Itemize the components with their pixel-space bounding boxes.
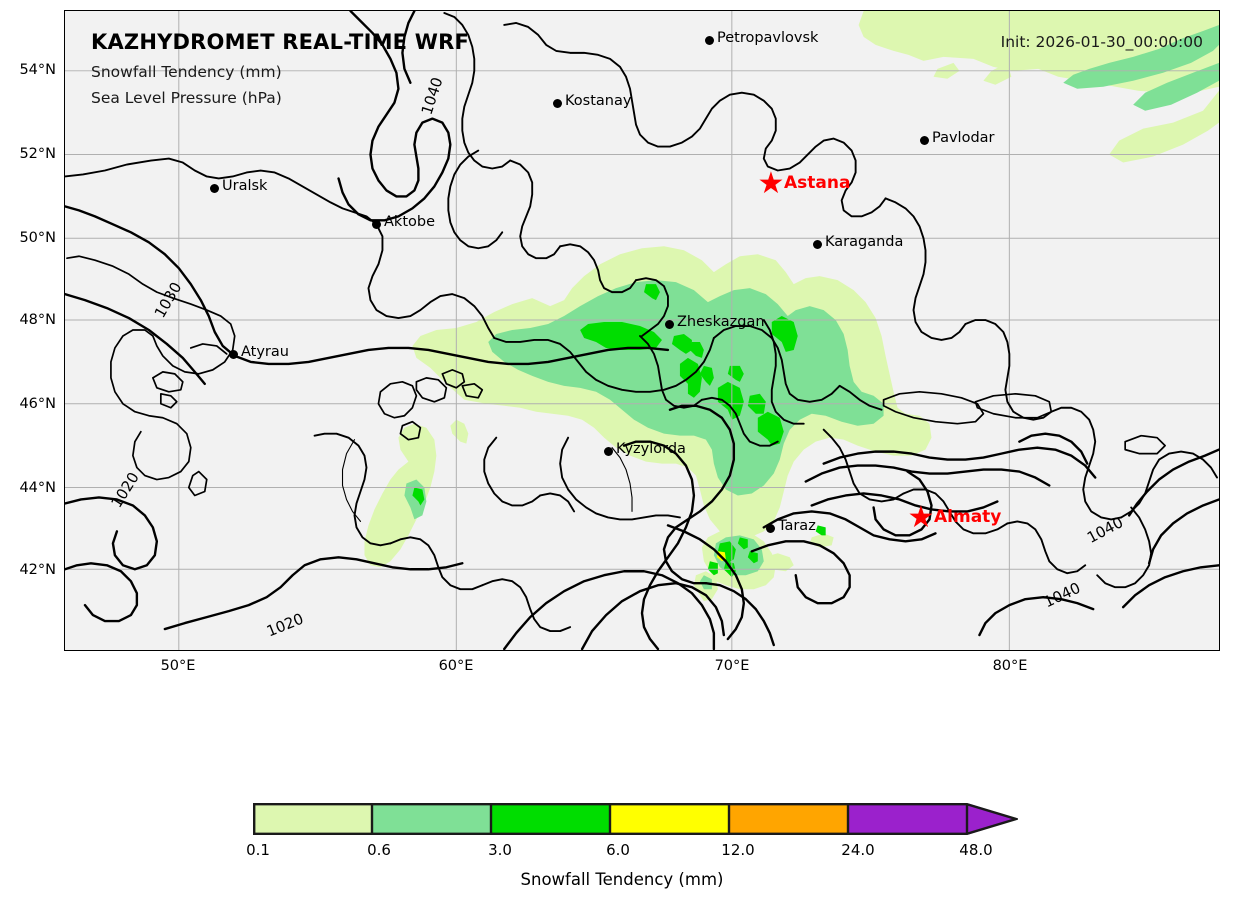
country-borders (65, 12, 1218, 633)
xtick-50e: 50°E (160, 658, 196, 674)
colorbar-segments (253, 803, 1018, 835)
star-icon: ★ (757, 166, 785, 201)
map-canvas (65, 11, 1219, 650)
capital-label: Almaty (934, 507, 1002, 527)
ytick-50n: 50°N (19, 230, 56, 246)
ytick-52n: 52°N (19, 146, 56, 162)
city-label: Aktobe (384, 214, 435, 230)
xtick-80e: 80°E (992, 658, 1028, 674)
xtick-70e: 70°E (714, 658, 750, 674)
snowfall-shading-level-0p1 (364, 11, 1219, 602)
city-dot (704, 35, 714, 45)
ytick-54n: 54°N (19, 62, 56, 78)
star-icon: ★ (907, 500, 935, 535)
city-dot (765, 523, 775, 533)
colorbar[interactable] (253, 803, 1018, 835)
city-label: Kostanay (565, 93, 632, 109)
city-label: Kyzylorda (616, 441, 686, 457)
city-dot (919, 135, 929, 145)
colorbar-title: Snowfall Tendency (mm) (520, 870, 724, 889)
coastlines (66, 255, 1166, 497)
city-dot (209, 183, 219, 193)
map-gridlines (65, 11, 1219, 650)
city-label: Pavlodar (932, 130, 995, 146)
city-dot (812, 239, 822, 249)
map-detail-lines (341, 439, 633, 522)
city-dot (603, 446, 613, 456)
capital-label: Astana (784, 173, 851, 193)
colorbar-tick-6: 48.0 (959, 841, 993, 859)
colorbar-tick-3: 6.0 (606, 841, 630, 859)
ytick-44n: 44°N (19, 480, 56, 496)
colorbar-outline (253, 803, 1018, 835)
colorbar-tick-2: 3.0 (488, 841, 512, 859)
subtitle-pressure: Sea Level Pressure (hPa) (91, 89, 282, 107)
city-label: Atyrau (241, 344, 289, 360)
city-dot (552, 98, 562, 108)
colorbar-tick-1: 0.6 (367, 841, 391, 859)
city-label: Zheskazgan (677, 314, 765, 330)
colorbar-extend-arrow (967, 803, 1018, 835)
page-title: KAZHYDROMET REAL-TIME WRF (91, 30, 470, 54)
colorbar-tick-4: 12.0 (721, 841, 755, 859)
snowfall-shading-level-3p0 (412, 284, 826, 578)
map-plot-area[interactable]: Petropavlovsk Kostanay Pavlodar Uralsk A… (64, 10, 1220, 651)
colorbar-tick-0: 0.1 (246, 841, 270, 859)
city-dot (664, 319, 674, 329)
xtick-60e: 60°E (438, 658, 474, 674)
city-dot (228, 349, 238, 359)
colorbar-canvas (253, 803, 1018, 835)
colorbar-tick-5: 24.0 (841, 841, 875, 859)
city-dot (371, 219, 381, 229)
subtitle-snowfall: Snowfall Tendency (mm) (91, 63, 282, 81)
init-time-label: Init: 2026-01-30_00:00:00 (1000, 33, 1203, 51)
city-label: Karaganda (825, 234, 904, 250)
city-label: Taraz (778, 518, 816, 534)
ytick-42n: 42°N (19, 562, 56, 578)
pressure-contours (65, 11, 1219, 650)
city-label: Petropavlovsk (717, 30, 819, 46)
ytick-48n: 48°N (19, 312, 56, 328)
ytick-46n: 46°N (19, 396, 56, 412)
city-label: Uralsk (222, 178, 268, 194)
